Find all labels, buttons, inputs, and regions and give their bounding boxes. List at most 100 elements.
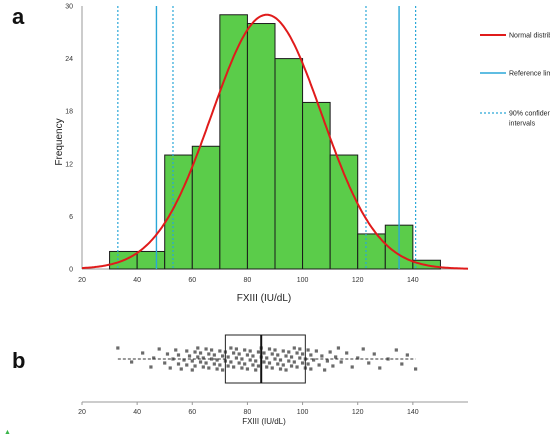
data-point: [273, 348, 277, 352]
data-point: [262, 360, 266, 364]
x-tick-label: 120: [352, 409, 364, 416]
data-point: [212, 362, 216, 366]
x-tick-label: 120: [352, 277, 364, 284]
data-point: [179, 367, 183, 371]
data-point: [221, 354, 225, 358]
data-point: [215, 367, 219, 371]
x-tick-label: 60: [188, 409, 196, 416]
histogram-x-axis-label: FXIII (IU/dL): [237, 293, 291, 304]
data-point: [215, 358, 219, 362]
data-point: [270, 352, 274, 356]
data-point: [157, 347, 161, 351]
data-point: [350, 365, 354, 369]
data-point: [267, 347, 272, 351]
data-point: [281, 363, 285, 367]
data-point: [300, 361, 305, 365]
data-point: [331, 364, 335, 368]
boxplot-panel: 20 40 60 80 100 120 140 FXIII (IU/dL): [78, 334, 468, 426]
data-point: [240, 357, 244, 361]
data-point: [116, 346, 120, 350]
histogram-bar: [136, 250, 166, 270]
histogram-panel: 20 40 60 80 100 120 140 0 6 12 18 24 30 FXIII (IU/dL…: [54, 4, 550, 305]
data-point: [361, 347, 365, 351]
data-point: [182, 358, 186, 362]
data-point: [149, 365, 153, 369]
data-point: [306, 348, 310, 352]
data-point: [212, 353, 216, 357]
interquartile-box: [224, 334, 306, 384]
legend-label: Normal distribution: [509, 33, 550, 40]
data-point: [309, 353, 313, 357]
data-point: [232, 365, 236, 369]
data-point: [234, 347, 238, 351]
data-point: [207, 352, 211, 356]
data-point: [226, 355, 230, 359]
legend: Normal distribution Reference limits 90% c…: [480, 33, 550, 128]
data-point: [229, 346, 233, 350]
data-point: [306, 362, 310, 366]
data-point: [289, 355, 294, 359]
data-point: [284, 368, 288, 372]
data-point: [300, 352, 305, 356]
data-point: [270, 366, 274, 370]
data-point: [273, 357, 277, 361]
data-point: [414, 367, 418, 371]
data-point: [196, 355, 200, 359]
data-point: [185, 363, 189, 367]
data-point: [314, 349, 318, 353]
data-point: [218, 363, 222, 367]
data-point: [320, 354, 324, 358]
normal-distribution-curve: [81, 13, 469, 270]
data-point: [356, 356, 360, 360]
data-point: [185, 349, 189, 353]
data-point: [323, 368, 327, 372]
data-point: [262, 351, 266, 355]
data-point: [394, 348, 398, 352]
y-tick-label: 24: [65, 56, 73, 63]
data-point: [256, 350, 261, 354]
data-point: [345, 351, 349, 355]
data-point: [187, 354, 192, 358]
data-point: [201, 365, 205, 369]
data-point: [190, 359, 194, 363]
data-point: [334, 355, 338, 359]
data-point: [237, 361, 241, 365]
data-point: [295, 351, 299, 355]
x-tick-label: 80: [244, 277, 252, 284]
data-point: [312, 358, 316, 362]
data-point: [168, 366, 172, 370]
boxplot-box: [117, 334, 416, 384]
y-tick-label: 30: [65, 4, 73, 11]
data-point: [251, 363, 255, 367]
data-point: [209, 357, 214, 361]
data-point: [254, 359, 258, 363]
data-point: [339, 360, 343, 364]
legend-label: 90% confidenceintervals: [509, 111, 550, 128]
data-point: [130, 360, 134, 364]
y-tick-label: 0: [69, 267, 73, 274]
panel-b-label: b: [12, 348, 25, 373]
x-tick-label: 140: [407, 277, 419, 284]
data-point: [267, 361, 272, 365]
data-point: [309, 367, 313, 371]
data-point: [190, 368, 194, 372]
data-point: [372, 352, 376, 356]
data-point: [295, 365, 299, 369]
data-point: [336, 346, 341, 350]
x-tick-label: 100: [297, 409, 309, 416]
x-tick-label: 60: [188, 277, 196, 284]
data-point: [193, 364, 197, 368]
data-point: [141, 351, 145, 355]
x-tick-label: 20: [78, 409, 86, 416]
x-tick-label: 80: [244, 409, 252, 416]
data-point: [400, 362, 404, 366]
data-point: [284, 354, 288, 358]
histogram-bar: [274, 58, 304, 270]
data-point: [204, 361, 208, 365]
y-tick-label: 18: [65, 109, 73, 116]
data-point: [245, 367, 250, 371]
data-point: [163, 361, 167, 365]
x-tick-label: 40: [133, 409, 141, 416]
corner-mark: ▲: [4, 429, 11, 436]
boxplot-x-axis-label: FXIII (IU/dL): [242, 417, 286, 426]
